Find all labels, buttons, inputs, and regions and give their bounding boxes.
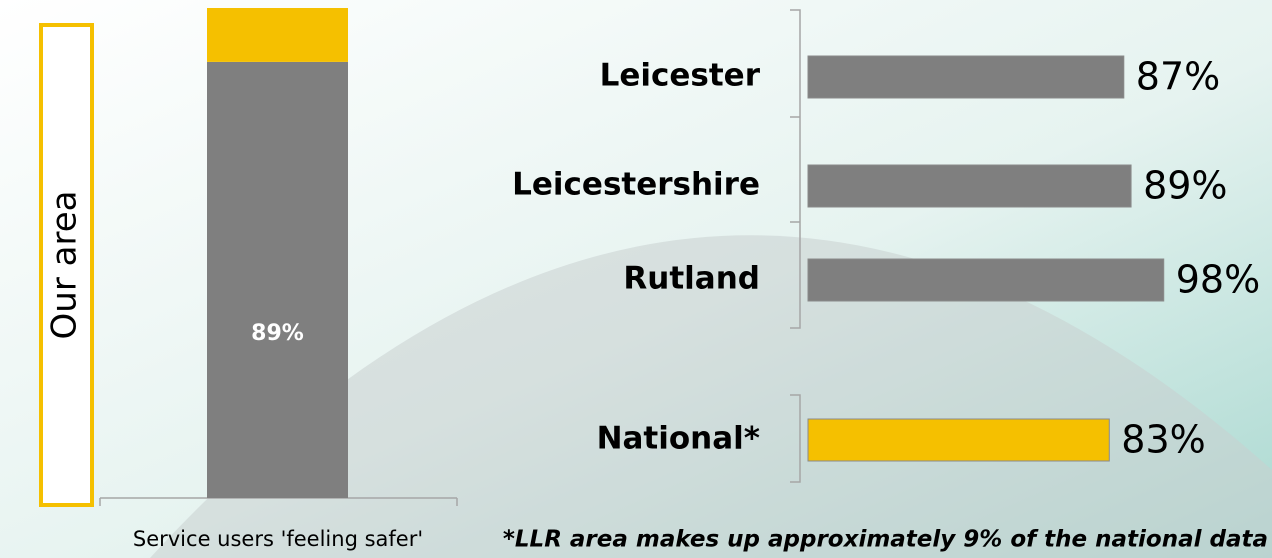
- bracket: [790, 9, 801, 329]
- bar: [807, 55, 1125, 99]
- x-tick-label: Service users 'feeling safer': [133, 527, 423, 551]
- category-label: Leicester: [600, 58, 761, 94]
- bracket: [790, 394, 801, 483]
- value-label: 89%: [1143, 164, 1227, 208]
- category-label: Leicestershire: [512, 167, 760, 203]
- bar: [807, 164, 1132, 208]
- bar-segment: [207, 8, 348, 62]
- footnote: *LLR area makes up approximately 9% of t…: [503, 527, 1268, 553]
- area-box: [39, 23, 94, 507]
- value-label: 87%: [1136, 55, 1220, 99]
- category-label: Rutland: [623, 261, 760, 297]
- value-label: 98%: [1176, 258, 1260, 302]
- area-label: Our area: [45, 191, 85, 340]
- value-label: 83%: [1121, 418, 1205, 462]
- category-label: National*: [597, 421, 760, 457]
- bar-segment: [207, 61, 348, 499]
- background-arc: [150, 235, 1272, 558]
- bar: [807, 418, 1110, 462]
- value-label: 89%: [251, 321, 304, 346]
- bar: [807, 258, 1165, 302]
